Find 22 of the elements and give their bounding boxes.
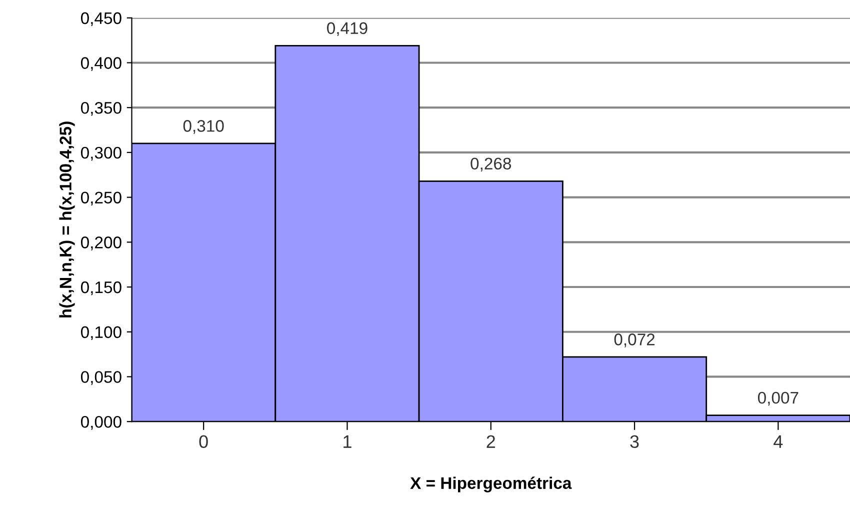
x-tick-label: 0 xyxy=(199,435,208,448)
data-label: 0,268 xyxy=(470,158,512,172)
x-axis-title: X = Hipergeométrica xyxy=(410,476,572,492)
x-tick-label: 3 xyxy=(630,435,639,448)
y-tick-label: 0,050 xyxy=(80,371,122,385)
x-tick-label: 2 xyxy=(486,435,495,448)
y-tick-label: 0,100 xyxy=(80,326,122,340)
y-tick-label: 0,450 xyxy=(80,12,122,26)
y-tick-label: 0,200 xyxy=(80,236,122,250)
x-tick-label: 1 xyxy=(344,435,352,448)
data-label: 0,007 xyxy=(758,392,798,406)
data-label: 0,419 xyxy=(327,22,368,36)
data-label: 0,072 xyxy=(614,334,655,348)
y-tick-label: 0,250 xyxy=(80,192,122,206)
x-tick-label: 4 xyxy=(774,435,783,448)
y-axis-title: h(x,N,n,K) = h(x,100,4,25) xyxy=(59,122,75,318)
y-tick-label: 0,300 xyxy=(80,146,122,161)
y-tick-label: 0,400 xyxy=(80,57,122,71)
y-tick-label: 0,000 xyxy=(80,416,122,430)
y-tick-label: 0,350 xyxy=(80,102,122,116)
y-tick-label: 0,150 xyxy=(80,281,122,296)
data-label: 0,310 xyxy=(183,120,224,134)
